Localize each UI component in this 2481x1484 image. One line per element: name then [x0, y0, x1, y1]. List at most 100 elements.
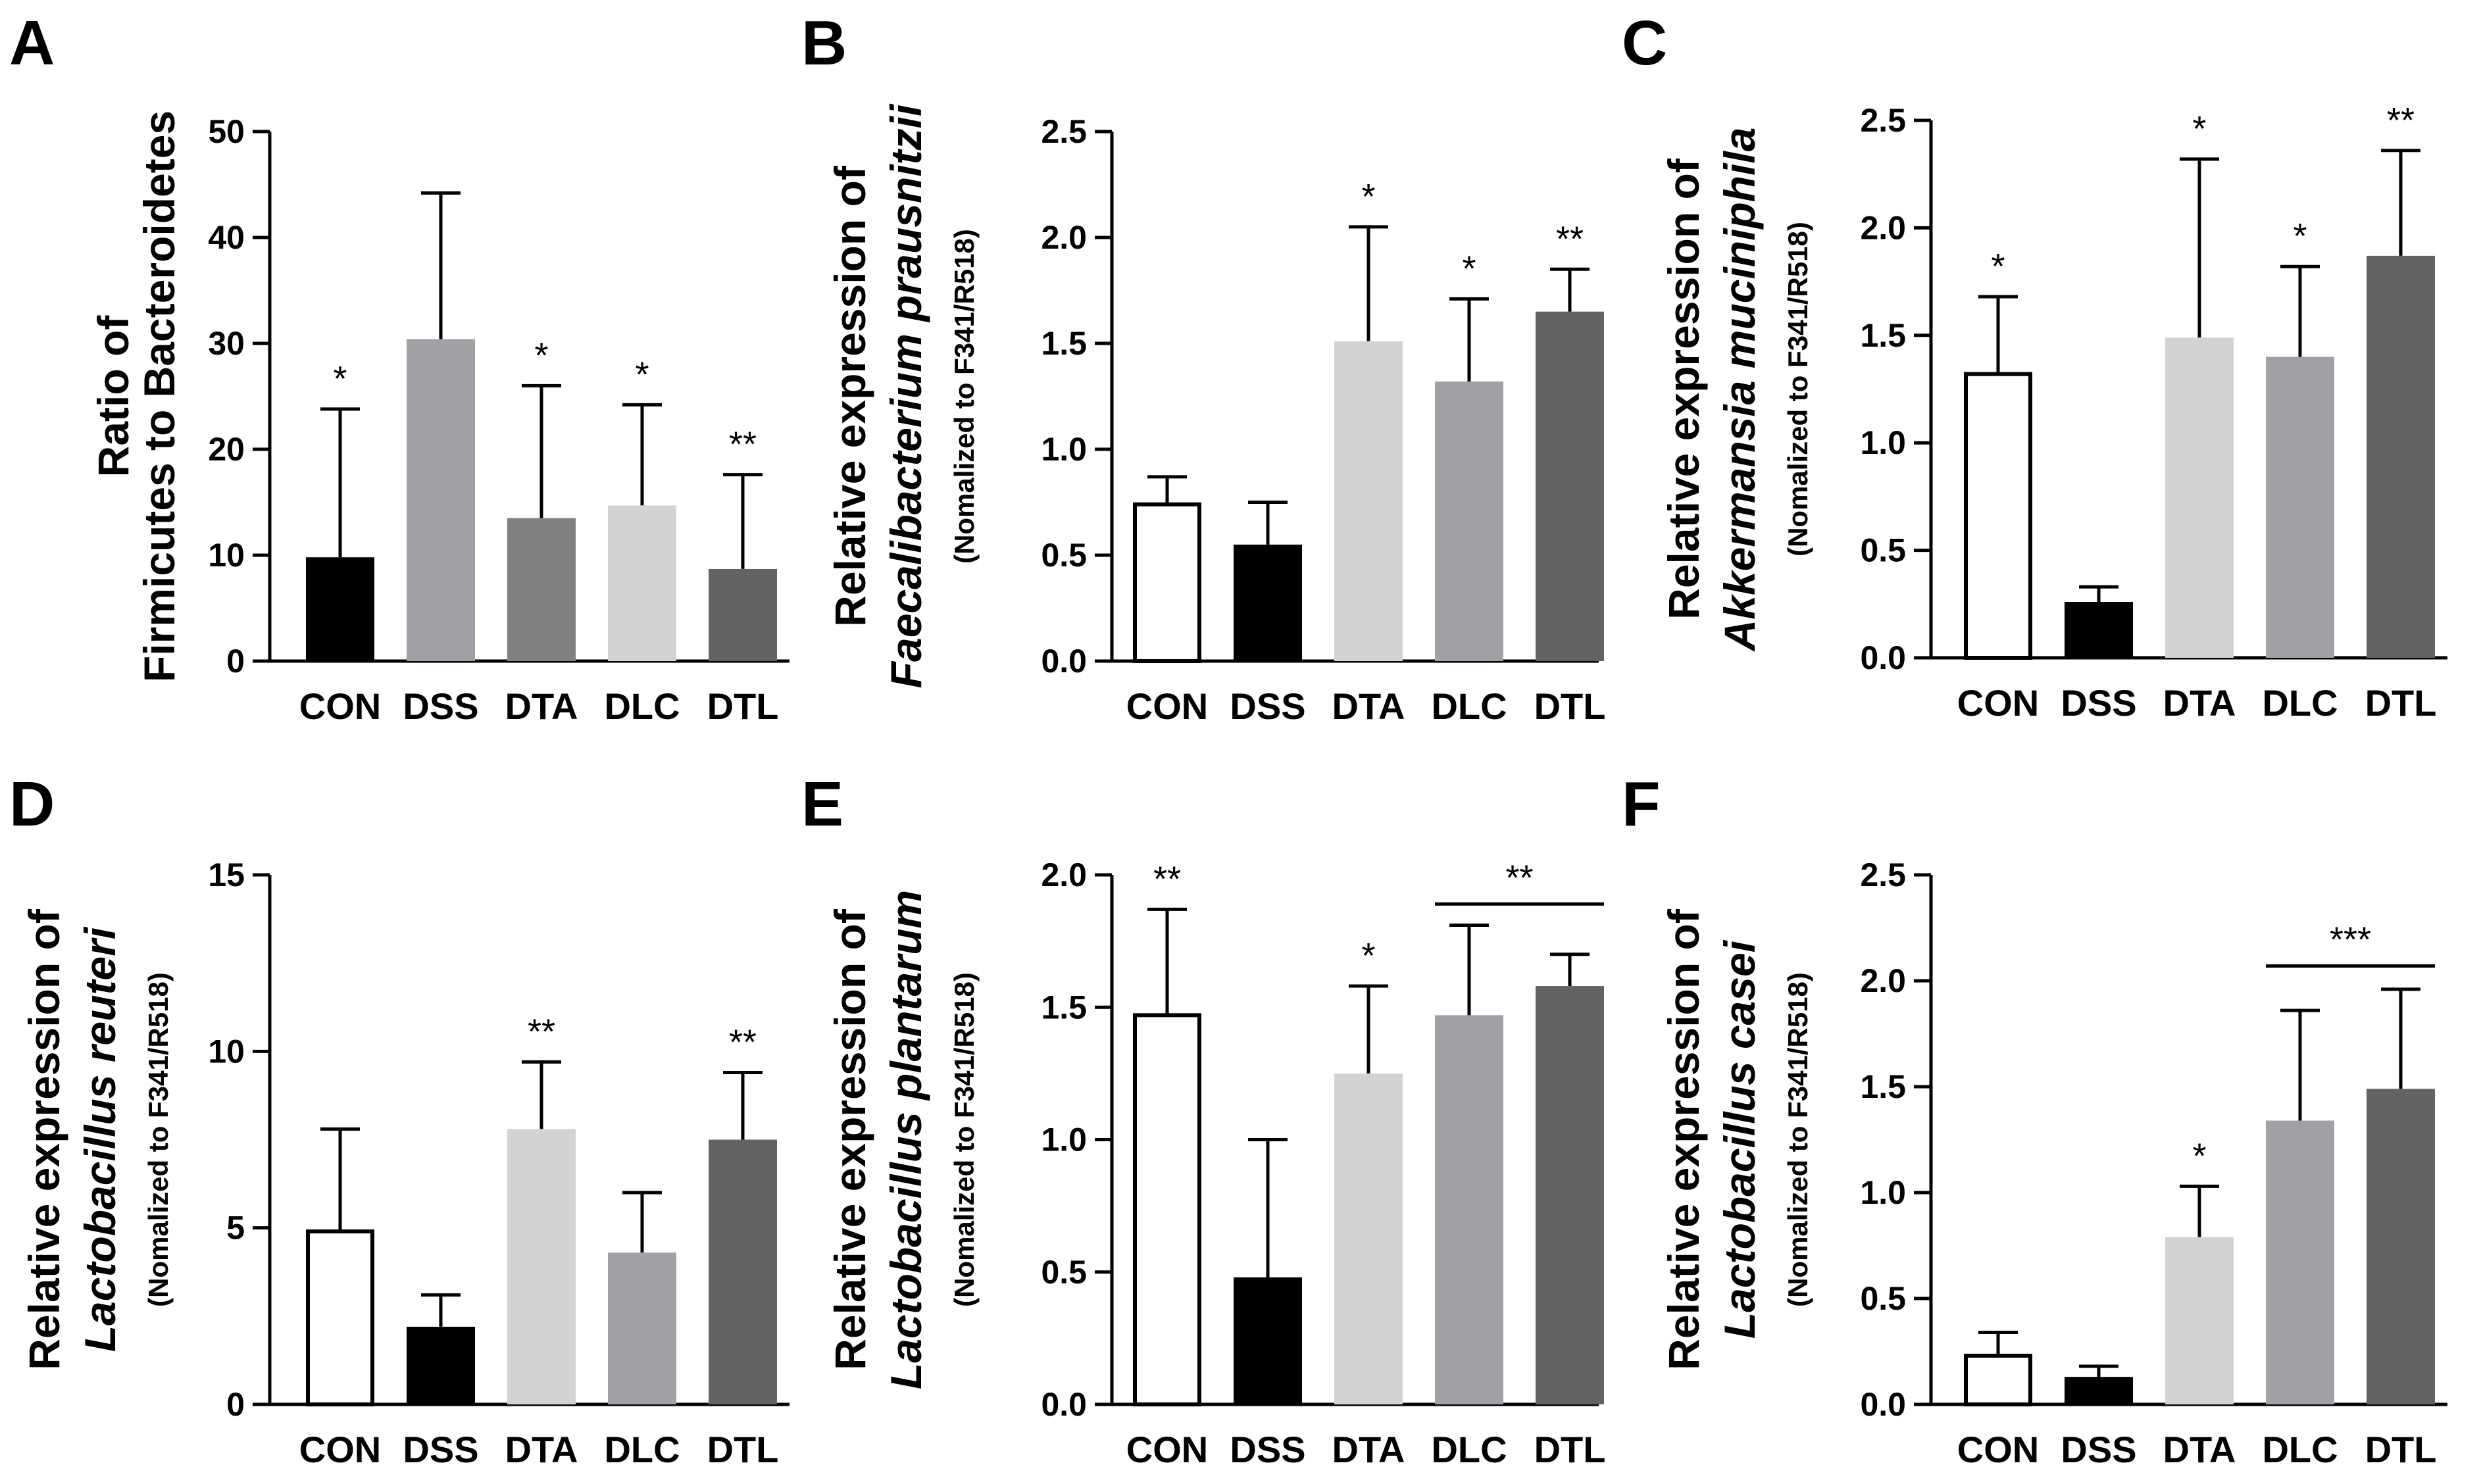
- x-category-label: DSS: [1230, 685, 1305, 727]
- x-category-label: CON: [1126, 685, 1208, 727]
- y-tick-label: 1.0: [1860, 424, 1906, 461]
- bar-dta: [2165, 1237, 2234, 1404]
- x-category-label: CON: [299, 685, 381, 727]
- x-category-label: DTL: [1534, 685, 1606, 727]
- bar-con: [1133, 1013, 1201, 1406]
- y-axis-sublabel: (Nomalized to F341/R518): [1782, 972, 1813, 1307]
- significance-mark: *: [1361, 177, 1375, 216]
- significance-mark: *: [2192, 109, 2206, 149]
- bar-dlc: [1435, 1015, 1503, 1404]
- y-tick-label: 2.5: [1860, 856, 1906, 893]
- panel-letter: B: [801, 8, 847, 78]
- y-axis-label-line: Faecalibacterium prausnitzii: [882, 103, 930, 688]
- significance-mark: *: [1991, 247, 2005, 286]
- x-category-label: DLC: [604, 685, 680, 727]
- y-tick-label: 0.5: [1860, 1280, 1906, 1317]
- panel-e: E Relative expression of Lactobacillus pla…: [801, 769, 1605, 1470]
- significance-mark: **: [1556, 219, 1584, 259]
- significance-mark: **: [528, 1012, 555, 1051]
- x-category-label: DSS: [403, 1429, 478, 1470]
- bar-dta: [1334, 341, 1403, 661]
- x-category-label: CON: [1957, 1429, 2039, 1470]
- comparison-significance: ***: [2330, 920, 2371, 959]
- bar-dtl: [709, 1139, 777, 1404]
- y-tick-label: 0: [226, 643, 245, 680]
- panel-letter: D: [9, 769, 55, 839]
- x-category-label: DLC: [2262, 682, 2338, 724]
- bar-dtl: [709, 568, 777, 661]
- significance-mark: **: [729, 1023, 757, 1062]
- significance-mark: *: [635, 355, 649, 394]
- x-category-label: DTL: [707, 1429, 779, 1470]
- y-tick-label: 15: [208, 856, 245, 893]
- y-tick-label: 1.5: [1860, 1068, 1906, 1105]
- y-tick-label: 1.5: [1041, 989, 1087, 1026]
- significance-mark: *: [1462, 249, 1476, 288]
- bar-con: [306, 557, 374, 661]
- bar-dss: [2065, 1377, 2133, 1404]
- y-axis-label-line: Relative expression of: [1659, 158, 1708, 620]
- y-tick-label: 1.5: [1860, 317, 1906, 354]
- y-axis-label-line: Lactobacillus plantarum: [882, 890, 930, 1389]
- x-category-label: DTL: [1534, 1429, 1606, 1470]
- y-tick-label: 2.5: [1041, 113, 1087, 150]
- x-category-label: DTA: [1332, 1429, 1405, 1470]
- x-category-label: DTL: [707, 685, 779, 727]
- x-category-label: DLC: [2262, 1429, 2338, 1470]
- bar-dlc: [2266, 357, 2334, 658]
- bar-dss: [2065, 602, 2133, 658]
- y-tick-label: 1.0: [1860, 1174, 1906, 1211]
- bar-dlc: [608, 1252, 676, 1404]
- y-axis-label-line: Firmicutes to Bacteroidetes: [135, 111, 184, 682]
- y-tick-label: 10: [208, 1033, 245, 1070]
- y-tick-label: 1.0: [1041, 431, 1087, 468]
- bar-dtl: [1536, 311, 1604, 661]
- y-tick-label: 0.0: [1041, 1386, 1087, 1423]
- bar-dss: [407, 339, 475, 661]
- y-axis-label-line: Akkermansia muciniphila: [1715, 128, 1764, 653]
- y-axis-sublabel: (Nomalized to F341/R518): [1782, 222, 1813, 556]
- significance-mark: **: [2387, 101, 2415, 140]
- significance-mark: *: [1361, 936, 1375, 976]
- bar-con: [1964, 372, 2032, 660]
- y-tick-label: 2.0: [1860, 209, 1906, 246]
- panel-letter: A: [9, 8, 55, 78]
- y-tick-label: 0.5: [1041, 537, 1087, 574]
- bar-dta: [2165, 337, 2234, 658]
- panel-letter: E: [801, 769, 843, 839]
- y-axis-label-line: Relative expression of: [826, 165, 874, 627]
- y-tick-label: 1.5: [1041, 325, 1087, 362]
- x-category-label: DSS: [1230, 1429, 1305, 1470]
- x-category-label: DSS: [403, 685, 478, 727]
- y-tick-label: 40: [208, 219, 245, 256]
- x-category-label: DTA: [2163, 1429, 2236, 1470]
- panel-letter: C: [1622, 8, 1667, 78]
- y-tick-label: 0.0: [1041, 643, 1087, 680]
- y-axis-label-line: Ratio of: [89, 315, 138, 478]
- x-category-label: CON: [1957, 682, 2039, 724]
- x-category-label: DTA: [1332, 685, 1405, 727]
- y-axis-label-line: Lactobacillus casei: [1715, 939, 1764, 1339]
- y-axis-label-line: Lactobacillus reuteri: [76, 926, 124, 1352]
- x-category-label: DTL: [2365, 1429, 2437, 1470]
- x-category-label: DLC: [1431, 1429, 1507, 1470]
- significance-mark: *: [2192, 1136, 2206, 1175]
- bar-dtl: [1536, 986, 1604, 1404]
- y-axis-label-line: Relative expression of: [826, 908, 874, 1370]
- y-tick-label: 30: [208, 325, 245, 362]
- panel-b: B Relative expression of Faecalibacterium …: [801, 8, 1605, 727]
- panel-d: D Relative expression of Lactobacillus reu…: [9, 769, 789, 1470]
- bar-dss: [407, 1326, 475, 1404]
- y-tick-label: 1.0: [1041, 1122, 1087, 1158]
- comparison-significance: **: [1505, 858, 1533, 897]
- y-tick-label: 2.0: [1041, 856, 1087, 893]
- bar-dss: [1234, 544, 1302, 661]
- bar-dlc: [2266, 1120, 2334, 1404]
- significance-mark: *: [333, 359, 347, 399]
- x-category-label: DSS: [2061, 1429, 2136, 1470]
- bar-dss: [1234, 1277, 1302, 1404]
- x-category-label: DLC: [604, 1429, 680, 1470]
- panel-c: C Relative expression of Akkermansia mucin…: [1622, 8, 2447, 724]
